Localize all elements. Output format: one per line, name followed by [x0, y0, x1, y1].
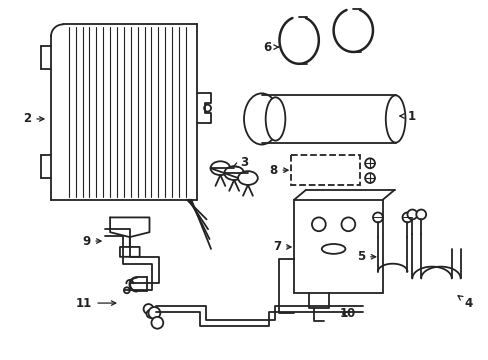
- Circle shape: [372, 212, 382, 222]
- Circle shape: [146, 310, 154, 318]
- Ellipse shape: [210, 161, 230, 175]
- Circle shape: [151, 317, 163, 329]
- Circle shape: [341, 217, 355, 231]
- Text: 5: 5: [356, 250, 375, 263]
- Ellipse shape: [265, 97, 285, 141]
- Circle shape: [143, 304, 153, 314]
- Text: 11: 11: [76, 297, 116, 310]
- Circle shape: [365, 158, 374, 168]
- Text: 1: 1: [399, 109, 414, 122]
- Text: 10: 10: [339, 307, 356, 320]
- Circle shape: [311, 217, 325, 231]
- Text: 6: 6: [263, 41, 278, 54]
- Ellipse shape: [224, 166, 244, 180]
- Circle shape: [148, 307, 160, 319]
- Text: 4: 4: [457, 296, 471, 310]
- Text: 2: 2: [23, 112, 44, 125]
- Circle shape: [415, 210, 425, 219]
- Ellipse shape: [385, 95, 405, 143]
- Circle shape: [407, 210, 416, 219]
- Text: 8: 8: [269, 164, 287, 177]
- Text: 3: 3: [233, 156, 247, 169]
- Bar: [294, 200, 382, 293]
- Text: 7: 7: [273, 240, 290, 253]
- Circle shape: [203, 105, 211, 112]
- Bar: [291, 156, 360, 185]
- Circle shape: [365, 173, 374, 183]
- Ellipse shape: [244, 93, 279, 145]
- Ellipse shape: [238, 171, 257, 185]
- Ellipse shape: [321, 244, 345, 254]
- Text: 9: 9: [82, 235, 101, 248]
- Circle shape: [402, 212, 411, 222]
